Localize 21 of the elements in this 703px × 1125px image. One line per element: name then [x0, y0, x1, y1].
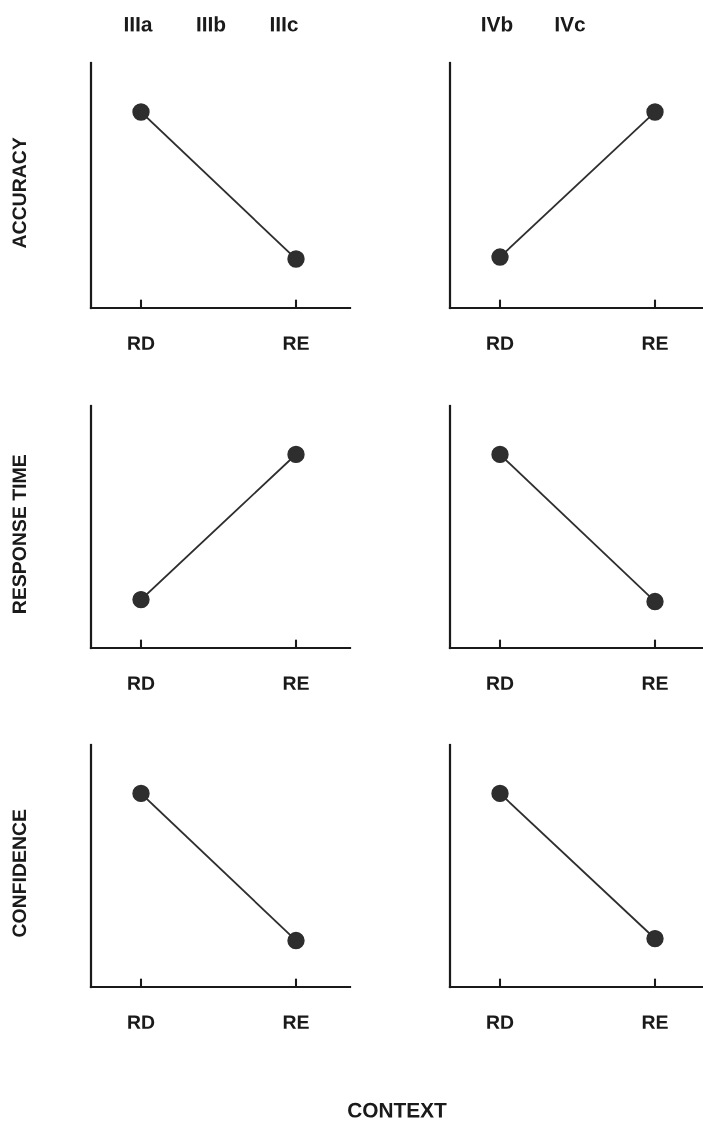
text: IVc: [555, 17, 586, 32]
text: IIIa: [124, 17, 153, 32]
x-tick-label: RD: [487, 1015, 514, 1029]
x-tick-label: RD: [128, 1015, 155, 1029]
y-axis-title: ACCURACY: [12, 137, 27, 248]
y-axis-title: CONFIDENCE: [12, 809, 27, 937]
text: IVb: [482, 16, 513, 32]
x-axis-title: CONTEXT: [348, 1102, 447, 1118]
x-tick-label: RD: [487, 676, 514, 690]
x-tick-label: RD: [487, 336, 514, 350]
x-tick-label: RE: [642, 676, 668, 690]
text: IIIc: [270, 17, 298, 32]
x-tick-label: RE: [283, 336, 309, 350]
x-tick-label: RE: [283, 1015, 309, 1029]
x-tick-label: RD: [128, 676, 155, 690]
x-tick-label: RE: [642, 336, 668, 350]
text: IIIb: [197, 16, 226, 32]
x-tick-label: RD: [128, 336, 155, 350]
y-axis-title: RESPONSE TIME: [12, 455, 27, 613]
x-tick-label: RE: [642, 1015, 668, 1029]
x-tick-label: RE: [283, 676, 309, 690]
